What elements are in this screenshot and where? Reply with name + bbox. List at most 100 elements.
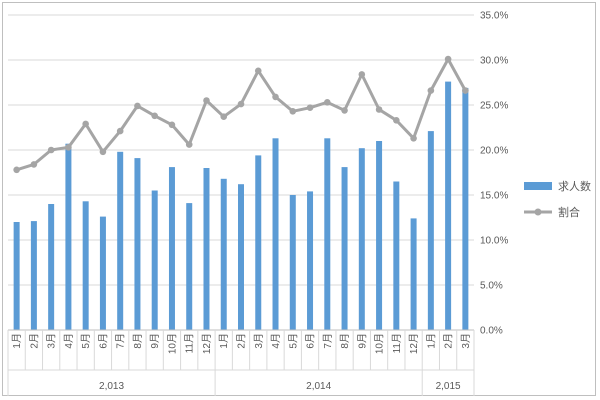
line-point — [341, 107, 348, 114]
bar — [82, 201, 89, 330]
x-tick-label: 10月 — [374, 333, 386, 354]
bar — [186, 203, 193, 330]
line-point — [289, 108, 297, 115]
line-point — [47, 146, 55, 154]
line-point — [82, 120, 89, 128]
bar — [48, 204, 55, 330]
x-group-label: 2,013 — [99, 381, 124, 392]
y-tick-label: 15.0% — [480, 191, 508, 202]
x-tick-label: 11月 — [391, 333, 403, 353]
legend-line-label: 割合 — [558, 205, 580, 219]
line-point — [237, 100, 245, 108]
x-group-label: 2,015 — [436, 381, 461, 392]
line-point — [444, 55, 452, 63]
bar — [324, 138, 331, 330]
line-point — [151, 112, 159, 120]
x-tick-label: 6月 — [97, 333, 109, 349]
line-path — [16, 57, 467, 172]
line-series — [13, 55, 469, 174]
x-tick-label: 12月 — [201, 333, 213, 354]
bar — [358, 148, 365, 330]
bar — [203, 168, 210, 330]
bar — [255, 155, 262, 330]
legend-bar-swatch — [524, 182, 552, 190]
x-tick-label: 9月 — [149, 333, 161, 349]
y-tick-label: 25.0% — [480, 101, 508, 112]
y-tick-label: 5.0% — [480, 281, 503, 292]
x-tick-label: 11月 — [184, 333, 196, 353]
x-tick-label: 1月 — [218, 333, 230, 349]
bar — [99, 216, 106, 330]
line-point — [462, 87, 469, 94]
x-tick-label: 7月 — [322, 333, 334, 349]
x-tick-label: 5月 — [287, 333, 299, 349]
line-point — [203, 97, 210, 104]
line-point — [116, 127, 124, 135]
line-point — [358, 71, 366, 78]
x-tick-label: 8月 — [132, 333, 144, 349]
bar — [410, 218, 417, 330]
x-group-label: 2,014 — [306, 381, 331, 392]
line-point — [168, 121, 176, 129]
bar — [341, 167, 348, 330]
bar — [272, 138, 279, 330]
x-tick-label: 3月 — [253, 333, 265, 349]
line-point — [13, 166, 20, 174]
legend: 求人数 割合 — [524, 180, 591, 219]
bar — [462, 87, 469, 331]
line-point — [375, 106, 383, 113]
x-tick-label: 1月 — [11, 333, 23, 349]
bar — [238, 184, 244, 330]
legend-line-marker — [534, 208, 542, 216]
line-point — [99, 148, 107, 156]
y-tick-label: 30.0% — [480, 56, 508, 67]
bar — [13, 222, 20, 330]
line-point — [185, 141, 193, 148]
y-axis-tick-labels: 0.0% 5.0% 10.0% 15.0% 20.0% 25.0% 30.0% 35.0% — [480, 11, 508, 337]
x-tick-label: 9月 — [356, 333, 368, 349]
x-tick-label: 1月 — [425, 333, 437, 349]
x-tick-label: 2月 — [28, 333, 40, 349]
bar — [65, 143, 72, 330]
y-tick-label: 10.0% — [480, 236, 508, 247]
x-tick-label: 7月 — [115, 333, 127, 349]
bar — [30, 221, 37, 330]
bar — [168, 167, 175, 330]
line-point — [410, 135, 417, 142]
line-point — [272, 93, 279, 101]
bar — [445, 81, 452, 330]
bar — [427, 131, 434, 330]
bar — [376, 141, 383, 330]
x-tick-label: 6月 — [305, 333, 317, 349]
bar — [393, 181, 400, 330]
x-tick-label: 12月 — [408, 333, 420, 354]
x-axis: 1月 2月 3月 4月 5月 6月 7月 8月 9月 10月 11月 12月 1月 2月 3月 4月 5月 6月 7… — [7, 329, 475, 396]
line-point — [393, 117, 400, 124]
bar — [151, 190, 158, 330]
line-point — [30, 161, 38, 168]
legend-bar-label: 求人数 — [558, 180, 591, 193]
line-point — [323, 99, 331, 106]
x-tick-label: 8月 — [339, 333, 351, 349]
line-point — [254, 67, 262, 75]
x-tick-label: 2月 — [443, 333, 455, 349]
bar — [117, 151, 124, 330]
bar — [220, 178, 227, 330]
x-tick-label: 2月 — [236, 333, 248, 349]
line-point — [427, 87, 435, 94]
bar — [289, 195, 296, 330]
line-point — [134, 102, 141, 110]
bar — [307, 191, 314, 330]
x-tick-label: 10月 — [166, 333, 178, 354]
line-point — [306, 104, 314, 111]
x-tick-label: 4月 — [63, 333, 75, 349]
y-tick-label: 20.0% — [480, 146, 508, 157]
y-tick-label: 35.0% — [480, 11, 508, 22]
bar-series — [13, 81, 469, 331]
line-point — [220, 113, 228, 120]
x-tick-label: 5月 — [80, 333, 92, 349]
x-tick-label: 3月 — [46, 333, 58, 349]
x-tick-label: 3月 — [460, 333, 472, 349]
line-point — [65, 144, 72, 151]
